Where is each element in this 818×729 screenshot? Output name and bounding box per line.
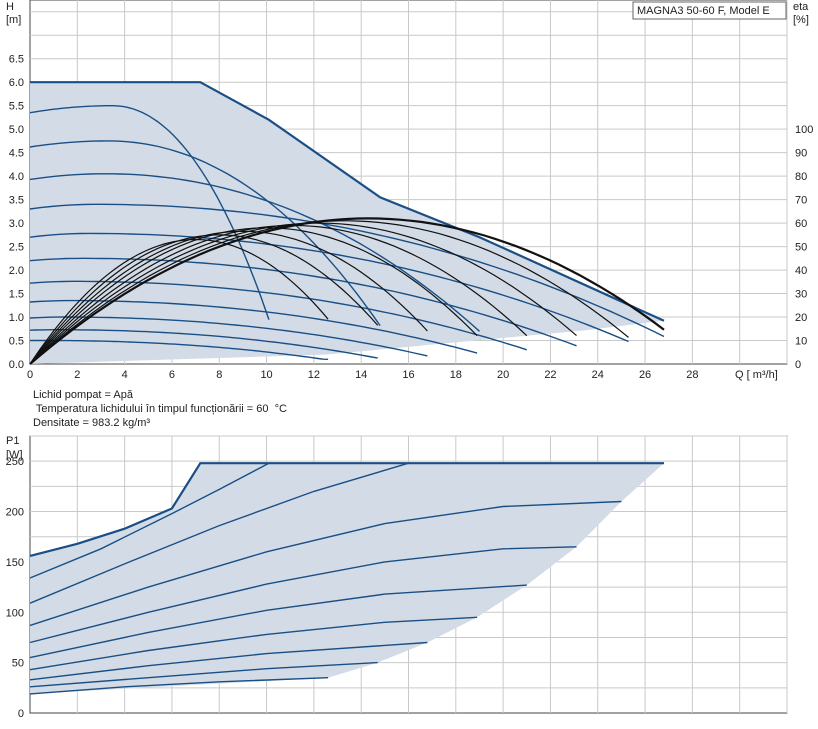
power-chart: 0 50 100 150 200 250 P1 [W]	[6, 435, 788, 720]
head-tick-label: 4.0	[9, 171, 24, 183]
chart-title: MAGNA3 50-60 F, Model E	[637, 5, 770, 17]
head-tick-label: 6.0	[9, 77, 24, 89]
flow-tick-label: 26	[639, 369, 651, 381]
flow-tick-label: 6	[169, 369, 175, 381]
power-curve	[29, 462, 201, 557]
eta-tick-label: 0	[795, 359, 801, 371]
head-tick-label: 2.0	[9, 265, 24, 277]
head-tick-label: 0.5	[9, 336, 24, 348]
power-curve	[29, 462, 270, 579]
power-curve	[29, 677, 329, 695]
head-axis-label: H	[6, 1, 14, 13]
power-curve	[29, 584, 527, 659]
model-title-box	[632, 1, 787, 20]
eta-tick-label: 90	[795, 148, 807, 160]
flow-axis-ticks: 0 2 4 6 8 10 12 14 16 18 20 22 24 26 28	[27, 369, 699, 381]
efficiency-curve	[29, 224, 528, 365]
head-tick-label: 1.5	[9, 289, 24, 301]
flow-tick-label: 8	[216, 369, 222, 381]
eta-tick-label: 80	[795, 171, 807, 183]
eta-tick-label: 40	[795, 265, 807, 277]
eta-tick-label: 10	[795, 336, 807, 348]
fluid-line: Lichid pompat = Apă	[33, 389, 134, 401]
head-axis-unit: [m]	[6, 14, 21, 26]
power-axis-label: P1	[6, 435, 19, 447]
power-envelope-fill	[30, 463, 664, 694]
flow-tick-label: 28	[686, 369, 698, 381]
eta-tick-label: 60	[795, 218, 807, 230]
head-axis-ticks: 0.0 0.5 1.0 1.5 2.0 2.5 3.0 3.5 4.0 4.5 5.0 5.5 6.0 6…	[9, 54, 24, 371]
flow-tick-label: 14	[355, 369, 367, 381]
eta-axis-unit: [%]	[793, 14, 809, 26]
eta-axis-ticks: 0 10 20 30 40 50 60 70 80 90 100	[795, 124, 813, 371]
flow-tick-label: 16	[402, 369, 414, 381]
flow-tick-label: 2	[74, 369, 80, 381]
head-curve	[30, 339, 329, 360]
head-curve	[29, 104, 270, 320]
flow-tick-label: 4	[122, 369, 128, 381]
efficiency-curve	[29, 220, 629, 365]
flow-axis-label: Q [ m³/h]	[735, 369, 778, 381]
eta-tick-label: 50	[795, 242, 807, 254]
head-tick-label: 5.0	[9, 124, 24, 136]
head-tick-label: 4.5	[9, 148, 24, 160]
power-curve	[29, 462, 409, 604]
power-axis-unit: [W]	[6, 449, 23, 461]
power-tick-label: 150	[6, 557, 24, 569]
efficiency-curve	[29, 238, 329, 365]
head-tick-label: 2.5	[9, 242, 24, 254]
power-tick-label: 200	[6, 507, 24, 519]
head-curves	[29, 104, 665, 360]
power-tick-label: 50	[12, 658, 24, 670]
power-tick-label: 250	[6, 456, 24, 468]
eta-tick-label: 70	[795, 195, 807, 207]
head-curve	[29, 316, 428, 357]
efficiency-curves	[29, 217, 665, 365]
head-curve	[29, 280, 528, 351]
density-line: Densitate = 983.2 kg/m³	[33, 417, 150, 429]
efficiency-curve	[29, 222, 577, 365]
head-curve	[29, 173, 480, 332]
eta-tick-label: 100	[795, 124, 813, 136]
flow-tick-label: 22	[544, 369, 556, 381]
power-curve	[29, 616, 478, 671]
eta-axis-label: eta	[793, 1, 809, 13]
temperature-line: Temperatura lichidului în timpul funcțio…	[33, 403, 287, 415]
fluid-info: Lichid pompat = Apă Temperatura lichidul…	[33, 389, 287, 429]
head-tick-label: 3.5	[9, 195, 24, 207]
eta-tick-label: 30	[795, 289, 807, 301]
efficiency-curve	[29, 230, 428, 365]
max-speed-curve	[30, 81, 665, 322]
head-tick-label: 5.5	[9, 101, 24, 113]
flow-tick-label: 12	[308, 369, 320, 381]
power-curve	[29, 661, 378, 688]
flow-tick-label: 24	[592, 369, 604, 381]
power-axis-ticks: 0 50 100 150 200 250	[6, 456, 24, 720]
head-chart: 0 2 4 6 8 10 12 14 16 18 20 22 24 26 28 0.00.51.01.52.…	[6, 0, 813, 381]
flow-tick-label: 0	[27, 369, 33, 381]
head-tick-label: 6.5	[9, 54, 24, 66]
head-tick-label: 0.0	[9, 359, 24, 371]
power-tick-label: 100	[6, 607, 24, 619]
power-curve	[29, 546, 577, 644]
power-tick-label: 0	[18, 708, 24, 720]
eta-tick-label: 20	[795, 312, 807, 324]
power-curve	[29, 641, 428, 681]
efficiency-curve	[29, 234, 379, 365]
head-curve	[29, 203, 665, 338]
head-tick-label: 1.0	[9, 312, 24, 324]
head-curve	[29, 329, 378, 359]
efficiency-curve	[29, 217, 665, 365]
flow-tick-label: 18	[450, 369, 462, 381]
flow-tick-label: 20	[497, 369, 509, 381]
power-curve	[29, 500, 622, 627]
flow-tick-label: 10	[260, 369, 272, 381]
power-curves	[29, 462, 622, 695]
efficiency-curve	[29, 227, 478, 365]
head-tick-label: 3.0	[9, 218, 24, 230]
head-curve	[29, 257, 577, 347]
